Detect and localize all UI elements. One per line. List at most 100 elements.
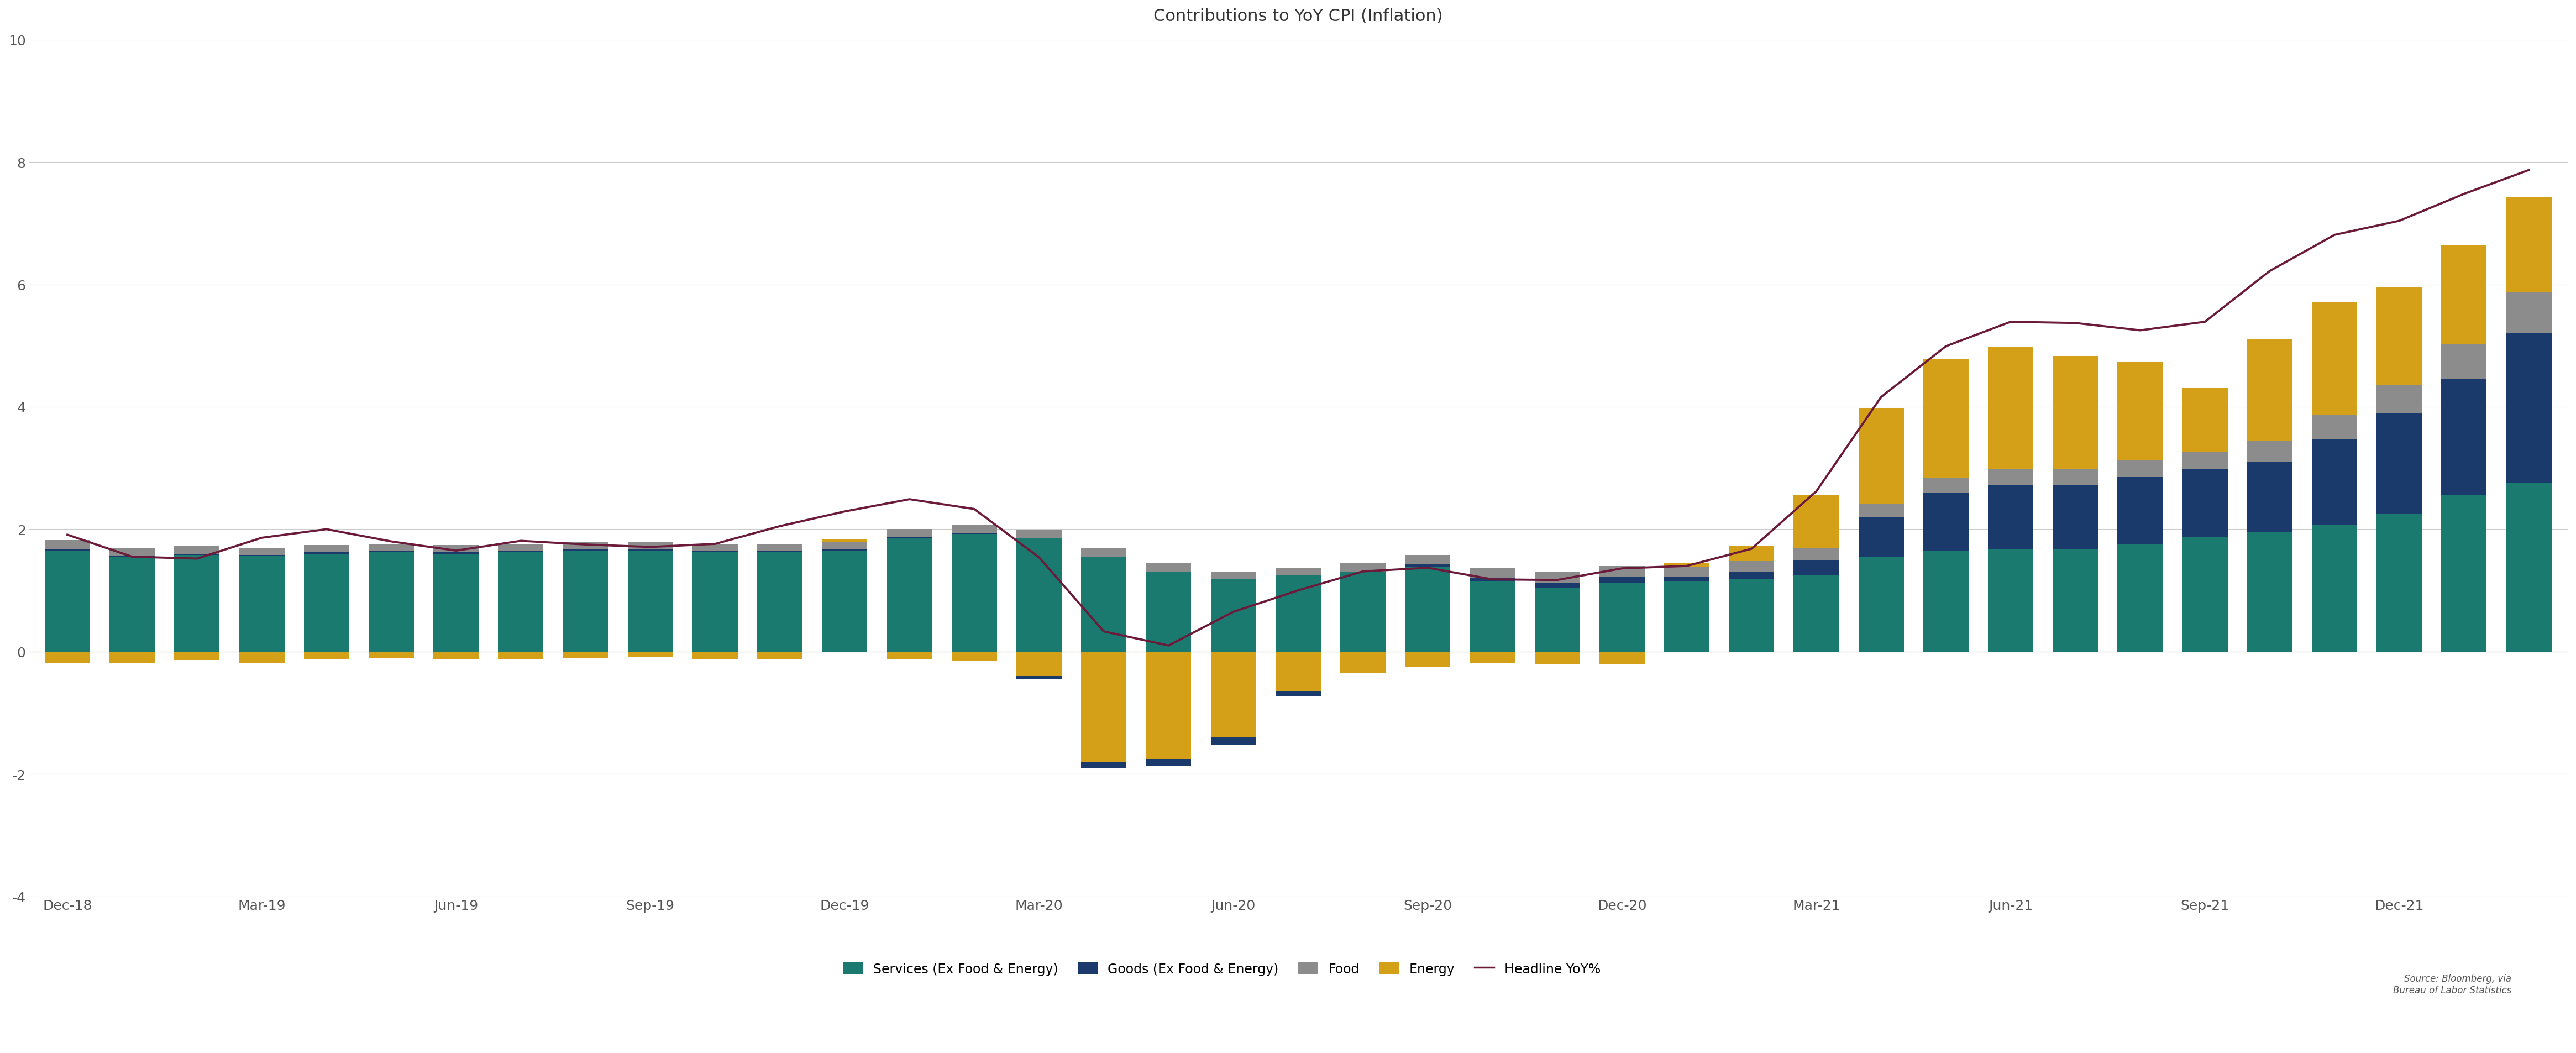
Bar	[1600, 567, 1643, 577]
Bar	[1018, 539, 1061, 652]
Bar	[693, 552, 737, 553]
Bar	[175, 554, 219, 555]
Bar	[1340, 563, 1386, 572]
Bar	[2378, 287, 2421, 385]
Bar	[2442, 245, 2486, 344]
Bar	[2117, 362, 2164, 460]
Bar	[368, 544, 415, 552]
Bar	[433, 652, 479, 659]
Bar	[1082, 762, 1126, 768]
Bar	[44, 540, 90, 550]
Bar	[304, 545, 350, 553]
Bar	[1535, 582, 1579, 588]
Bar	[497, 544, 544, 552]
Bar	[1340, 572, 1386, 652]
Bar	[1146, 572, 1190, 652]
Bar	[1018, 530, 1061, 539]
Bar	[240, 556, 283, 652]
Bar	[2506, 292, 2550, 334]
Bar	[2378, 385, 2421, 413]
Bar	[1018, 652, 1061, 676]
Bar	[886, 530, 933, 537]
Bar	[2053, 484, 2097, 549]
Bar	[1275, 575, 1321, 652]
Bar	[629, 551, 672, 652]
Bar	[2053, 549, 2097, 652]
Bar	[1924, 478, 1968, 493]
Bar	[2506, 334, 2550, 483]
Bar	[44, 551, 90, 652]
Bar	[2311, 439, 2357, 524]
Bar	[1600, 577, 1643, 583]
Bar	[1404, 568, 1450, 652]
Bar	[2182, 453, 2228, 470]
Bar	[1211, 737, 1257, 744]
Bar	[1535, 652, 1579, 664]
Bar	[497, 652, 544, 659]
Bar	[304, 554, 350, 652]
Bar	[822, 551, 868, 652]
Bar	[433, 554, 479, 652]
Bar	[1793, 560, 1839, 575]
Bar	[1924, 493, 1968, 551]
Bar	[2442, 344, 2486, 380]
Bar	[1793, 575, 1839, 652]
Bar	[1857, 557, 1904, 652]
Bar	[1728, 561, 1775, 572]
Bar	[44, 550, 90, 551]
Bar	[1535, 572, 1579, 582]
Bar	[951, 534, 997, 652]
Bar	[1018, 676, 1061, 679]
Bar	[822, 550, 868, 551]
Bar	[2117, 477, 2164, 544]
Bar	[1404, 564, 1450, 568]
Bar	[2442, 380, 2486, 496]
Bar	[2246, 462, 2293, 533]
Bar	[951, 524, 997, 533]
Bar	[951, 533, 997, 534]
Bar	[2506, 197, 2550, 292]
Bar	[175, 547, 219, 554]
Bar	[564, 652, 608, 658]
Bar	[1989, 484, 2032, 549]
Bar	[1211, 652, 1257, 737]
Bar	[44, 652, 90, 662]
Bar	[1600, 583, 1643, 652]
Bar	[240, 548, 283, 555]
Bar	[886, 539, 933, 652]
Bar	[433, 553, 479, 554]
Bar	[1857, 517, 1904, 557]
Bar	[2442, 496, 2486, 652]
Bar	[1924, 551, 1968, 652]
Bar	[1535, 588, 1579, 652]
Bar	[757, 552, 804, 553]
Bar	[1275, 652, 1321, 692]
Bar	[111, 556, 155, 557]
Bar	[951, 652, 997, 661]
Bar	[2053, 356, 2097, 470]
Bar	[2053, 470, 2097, 484]
Bar	[368, 652, 415, 658]
Bar	[2117, 460, 2164, 477]
Bar	[757, 652, 804, 659]
Bar	[693, 553, 737, 652]
Bar	[304, 553, 350, 554]
Title: Contributions to YoY CPI (Inflation): Contributions to YoY CPI (Inflation)	[1154, 8, 1443, 24]
Bar	[2246, 441, 2293, 462]
Bar	[2311, 416, 2357, 439]
Bar	[1600, 652, 1643, 664]
Bar	[175, 555, 219, 652]
Bar	[1471, 581, 1515, 652]
Bar	[304, 652, 350, 659]
Bar	[368, 553, 415, 652]
Bar	[2182, 470, 2228, 537]
Bar	[822, 542, 868, 550]
Bar	[2506, 483, 2550, 652]
Bar	[111, 652, 155, 662]
Bar	[1471, 578, 1515, 581]
Bar	[1275, 692, 1321, 696]
Bar	[111, 557, 155, 652]
Bar	[1664, 567, 1710, 577]
Bar	[497, 553, 544, 652]
Bar	[1728, 547, 1775, 561]
